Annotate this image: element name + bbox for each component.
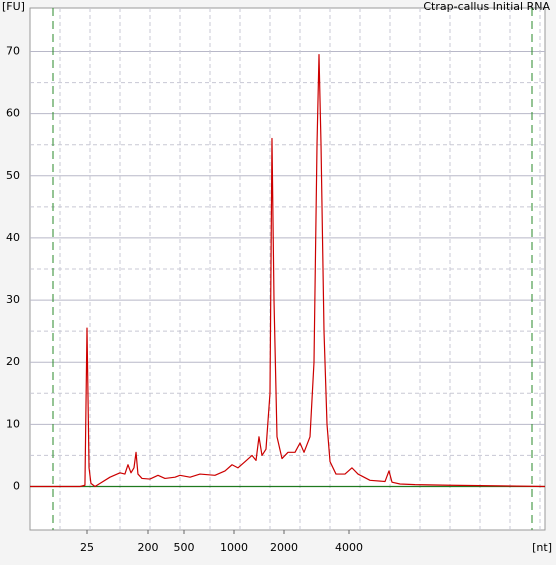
y-tick-label: 10 bbox=[6, 417, 20, 430]
x-tick-label: 2000 bbox=[270, 541, 298, 554]
x-tick-label: 4000 bbox=[335, 541, 363, 554]
y-tick-label: 40 bbox=[6, 231, 20, 244]
y-tick-label: 60 bbox=[6, 107, 20, 120]
x-tick-label: 25 bbox=[80, 541, 94, 554]
y-tick-label: 70 bbox=[6, 45, 20, 58]
y-tick-label: 20 bbox=[6, 355, 20, 368]
x-tick-label: 1000 bbox=[220, 541, 248, 554]
chart-title: Ctrap-callus Initial RNA bbox=[423, 0, 550, 13]
y-axis-label: [FU] bbox=[2, 0, 25, 13]
x-tick-label: 500 bbox=[174, 541, 195, 554]
y-tick-label: 50 bbox=[6, 169, 20, 182]
y-tick-label: 30 bbox=[6, 293, 20, 306]
y-tick-label: 0 bbox=[13, 480, 20, 493]
x-axis-label: [nt] bbox=[532, 541, 552, 554]
x-tick-label: 200 bbox=[138, 541, 159, 554]
trace bbox=[30, 54, 546, 488]
